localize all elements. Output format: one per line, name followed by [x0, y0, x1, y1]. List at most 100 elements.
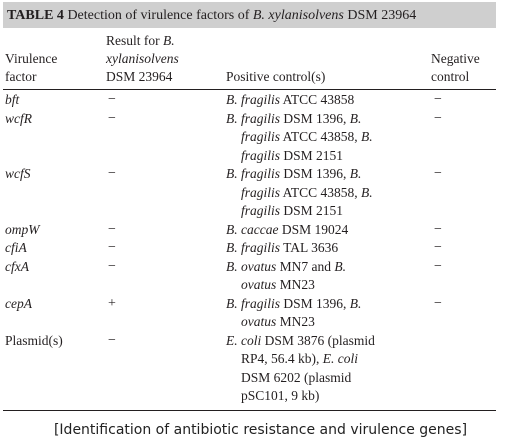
- cell-result: −: [108, 332, 116, 348]
- cell-positive-control-line: B. fragilis DSM 1396, B.: [226, 165, 361, 184]
- cell-virulence-factor: bft: [5, 92, 20, 107]
- table-title-strain: DSM 23964: [347, 8, 417, 23]
- cell-result: −: [108, 221, 116, 237]
- header-result-strain: DSM 23964: [106, 69, 173, 84]
- positive-control-segment: B. fragilis: [226, 166, 281, 181]
- cell-negative-control: −: [434, 221, 442, 237]
- table-title-bar: TABLE 4 Detection of virulence factors o…: [3, 2, 496, 28]
- cell-result: −: [108, 258, 116, 274]
- cell-positive-control-line: B. fragilis ATCC 43858: [226, 91, 354, 110]
- header-negative-control-line: control: [431, 69, 470, 84]
- header-virulence-factor-line: factor: [5, 69, 37, 84]
- positive-control-segment: B. fragilis: [226, 92, 281, 107]
- header-result-text: Result for: [106, 33, 160, 48]
- positive-control-segment: TAL 3636: [280, 240, 339, 255]
- positive-control-segment: DSM 2151: [280, 203, 344, 218]
- positive-control-segment: DSM 1396,: [280, 295, 350, 311]
- table-label: TABLE 4: [7, 8, 64, 23]
- figure-caption: [Identification of antibiotic resistance…: [53, 422, 468, 438]
- positive-control-segment: B. ovatus: [226, 258, 277, 274]
- header-virulence-factor: Virulence factor: [5, 50, 57, 86]
- positive-control-segment: B.: [334, 258, 346, 274]
- cell-result: −: [108, 110, 116, 126]
- cell-positive-control-line: pSC101, 9 kb): [241, 387, 319, 406]
- cell-virulence-factor: Plasmid(s): [5, 332, 63, 348]
- cell-negative-control: −: [434, 166, 442, 181]
- cell-virulence-factor: cfxA: [5, 258, 29, 274]
- positive-control-segment: B. fragilis: [226, 110, 281, 126]
- cell-negative-control: −: [434, 110, 442, 126]
- cell-positive-control-line: ovatus MN23: [241, 313, 315, 332]
- cell-result: −: [108, 92, 116, 107]
- positive-control-segment: fragilis: [241, 184, 281, 200]
- cell-virulence-factor: ompW: [5, 221, 40, 237]
- positive-control-segment: DSM 1396,: [280, 110, 350, 126]
- header-result-species: xylanisolvens: [106, 51, 179, 66]
- cell-positive-control-line: E. coli DSM 3876 (plasmid: [226, 332, 375, 351]
- positive-control-segment: RP4, 56.4 kb),: [241, 351, 323, 366]
- table-bottom-rule: [3, 410, 496, 411]
- positive-control-segment: B. fragilis: [226, 295, 281, 311]
- header-result: Result for B. xylanisolvens DSM 23964: [106, 32, 179, 86]
- table-title-text: Detection of virulence factors of: [67, 8, 250, 23]
- header-negative-control-line: Negative: [431, 51, 480, 66]
- cell-negative-control: −: [434, 92, 442, 107]
- positive-control-segment: DSM 6202 (plasmid: [241, 369, 352, 385]
- cell-positive-control-line: ovatus MN23: [241, 276, 315, 295]
- positive-control-segment: B. fragilis: [226, 240, 281, 255]
- positive-control-segment: DSM 19024: [278, 221, 349, 237]
- positive-control-segment: MN23: [276, 277, 315, 292]
- positive-control-segment: B.: [361, 184, 373, 200]
- positive-control-segment: B. caccae: [226, 221, 279, 237]
- header-result-genus: B.: [163, 33, 175, 48]
- positive-control-segment: B.: [349, 295, 362, 311]
- cell-virulence-factor: wcfR: [5, 110, 32, 126]
- positive-control-segment: ATCC 43858: [280, 92, 355, 107]
- positive-control-segment: DSM 3876 (plasmid: [261, 332, 375, 348]
- positive-control-segment: ATCC 43858,: [280, 129, 362, 144]
- positive-control-segment: MN23: [276, 314, 315, 329]
- positive-control-segment: B.: [349, 110, 362, 126]
- cell-negative-control: −: [434, 240, 442, 255]
- cell-positive-control-line: fragilis DSM 2151: [241, 202, 343, 221]
- cell-positive-control-line: fragilis ATCC 43858, B.: [241, 128, 373, 147]
- table-title-organism: B. xylanisolvens: [252, 8, 344, 23]
- header-negative-control: Negative control: [431, 50, 480, 86]
- header-positive-control: Positive control(s): [226, 69, 326, 84]
- cell-virulence-factor: wcfS: [5, 166, 31, 181]
- positive-control-segment: B.: [349, 166, 362, 181]
- cell-negative-control: −: [434, 295, 442, 311]
- header-rule: [3, 89, 496, 90]
- positive-control-segment: MN7 and: [276, 258, 335, 274]
- positive-control-segment: E. coli: [322, 351, 359, 366]
- positive-control-segment: fragilis: [241, 129, 281, 144]
- cell-positive-control-line: B. fragilis DSM 1396, B.: [226, 295, 361, 314]
- positive-control-segment: ovatus: [241, 314, 277, 329]
- positive-control-segment: fragilis: [241, 147, 281, 163]
- cell-virulence-factor: cepA: [5, 295, 32, 311]
- cell-positive-control-line: fragilis ATCC 43858, B.: [241, 184, 373, 203]
- cell-positive-control-line: DSM 6202 (plasmid: [241, 369, 351, 388]
- cell-positive-control-line: B. caccae DSM 19024: [226, 221, 348, 240]
- cell-result: +: [108, 295, 116, 311]
- header-virulence-factor-line: Virulence: [5, 51, 58, 66]
- cell-virulence-factor: cfiA: [5, 240, 27, 255]
- positive-control-segment: DSM 2151: [280, 147, 344, 163]
- cell-positive-control-line: fragilis DSM 2151: [241, 147, 343, 166]
- positive-control-segment: DSM 1396,: [280, 166, 350, 181]
- cell-negative-control: −: [434, 258, 442, 274]
- cell-result: −: [108, 166, 116, 181]
- cell-positive-control-line: B. fragilis TAL 3636: [226, 239, 338, 258]
- header-result-line: Result for B.: [106, 32, 179, 50]
- positive-control-segment: pSC101, 9 kb): [241, 388, 320, 403]
- table-title: TABLE 4 Detection of virulence factors o…: [7, 8, 416, 24]
- cell-positive-control-line: B. ovatus MN7 and B.: [226, 258, 346, 277]
- positive-control-segment: fragilis: [241, 203, 281, 218]
- cell-positive-control-line: B. fragilis DSM 1396, B.: [226, 110, 361, 129]
- positive-control-segment: E. coli: [226, 332, 262, 348]
- cell-positive-control-line: RP4, 56.4 kb), E. coli: [241, 350, 358, 369]
- positive-control-segment: ATCC 43858,: [280, 184, 362, 200]
- cell-result: −: [108, 240, 116, 255]
- positive-control-segment: ovatus: [241, 277, 277, 292]
